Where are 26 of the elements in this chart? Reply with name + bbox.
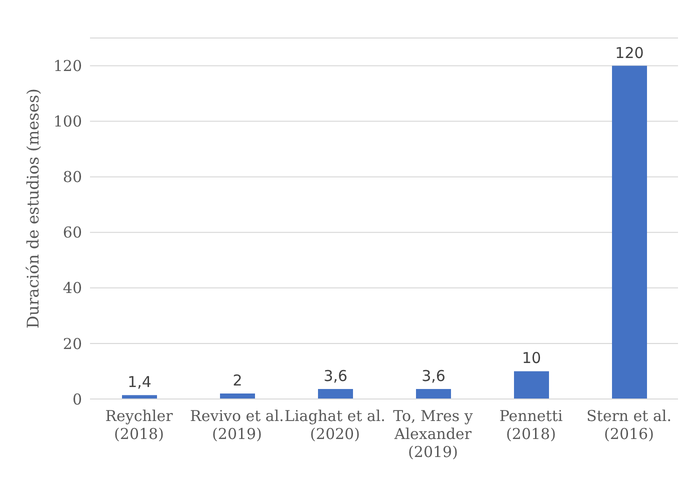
y-tick-label: 80 — [62, 168, 82, 186]
x-tick-label: Pennetti (2018) — [499, 407, 563, 443]
bar — [220, 393, 255, 399]
data-label: 10 — [522, 349, 542, 368]
bar — [318, 389, 353, 399]
data-label: 3,6 — [324, 367, 348, 386]
x-tick-label: Reychler (2018) — [105, 407, 174, 443]
x-tick-label: Liaghat et al. (2020) — [284, 407, 386, 443]
y-tick-label: 120 — [53, 57, 82, 76]
y-tick-label: 0 — [72, 390, 82, 408]
y-axis-title: Duración de estudios (meses) — [24, 88, 43, 328]
bar — [416, 389, 451, 399]
data-label: 1,4 — [128, 373, 152, 392]
x-tick-label: To, Mres y Alexander (2019) — [393, 407, 474, 461]
y-tick-label: 100 — [53, 112, 82, 131]
bar — [514, 371, 549, 399]
bar — [122, 395, 157, 399]
data-label: 2 — [232, 371, 242, 390]
bar — [612, 66, 647, 399]
x-tick-label: Revivo et al. (2019) — [190, 407, 284, 443]
data-label: 120 — [615, 44, 644, 62]
y-tick-label: 20 — [62, 334, 82, 353]
y-tick-label: 40 — [62, 279, 82, 298]
y-tick-label: 60 — [62, 224, 82, 242]
x-tick-label: Stern et al. (2016) — [586, 407, 672, 443]
data-label: 3,6 — [422, 367, 446, 386]
